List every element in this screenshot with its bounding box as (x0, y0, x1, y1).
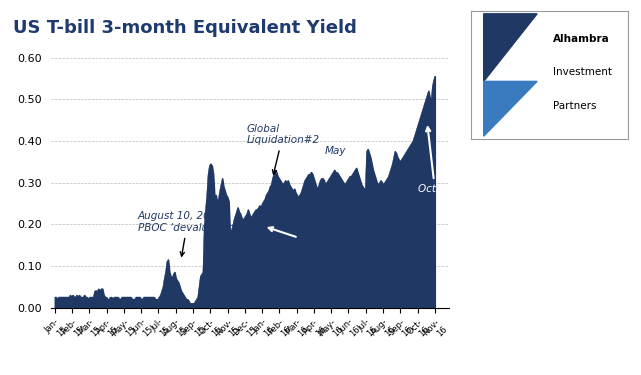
Text: Investment: Investment (553, 68, 612, 78)
Text: US T-bill 3-month Equivalent Yield: US T-bill 3-month Equivalent Yield (13, 19, 356, 37)
Bar (471, 11, 550, 139)
Text: Alhambra: Alhambra (553, 34, 610, 44)
Polygon shape (484, 81, 537, 136)
Text: Oct 28: Oct 28 (417, 127, 452, 194)
Text: August 10, 2015
PBOC ‘devaluation’: August 10, 2015 PBOC ‘devaluation’ (138, 211, 238, 256)
Text: Jan 8
PBOC pegs CNY again: Jan 8 PBOC pegs CNY again (269, 227, 397, 262)
Text: Global
Liquidation#2: Global Liquidation#2 (247, 124, 320, 174)
Text: May: May (324, 146, 345, 171)
Polygon shape (484, 14, 537, 81)
Text: Partners: Partners (553, 100, 596, 111)
